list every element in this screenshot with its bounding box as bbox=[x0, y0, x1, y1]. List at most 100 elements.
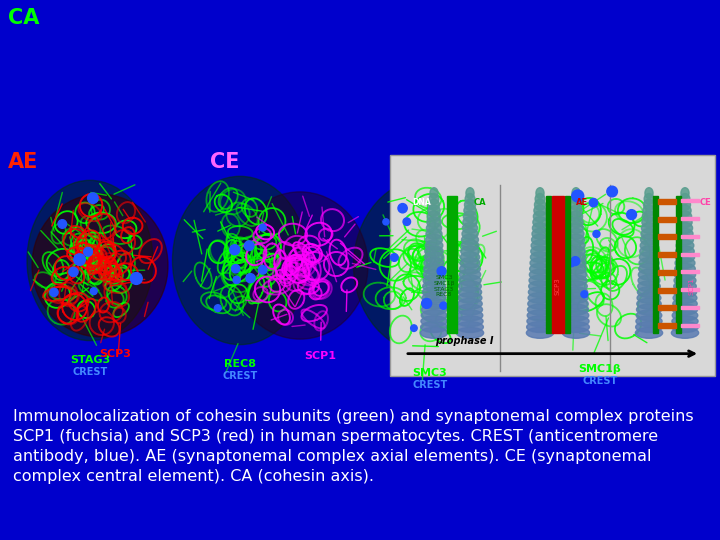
Ellipse shape bbox=[680, 193, 690, 204]
Circle shape bbox=[572, 190, 584, 202]
Circle shape bbox=[215, 305, 221, 312]
Ellipse shape bbox=[566, 264, 586, 274]
Ellipse shape bbox=[639, 269, 660, 280]
Text: DNA: DNA bbox=[413, 198, 431, 207]
Ellipse shape bbox=[459, 275, 481, 286]
Ellipse shape bbox=[534, 211, 546, 222]
Text: CA: CA bbox=[8, 8, 40, 28]
Circle shape bbox=[230, 245, 240, 255]
Ellipse shape bbox=[462, 234, 478, 245]
Ellipse shape bbox=[456, 327, 484, 338]
Circle shape bbox=[589, 199, 598, 207]
Ellipse shape bbox=[424, 252, 444, 262]
Ellipse shape bbox=[464, 199, 475, 210]
Ellipse shape bbox=[456, 322, 483, 333]
Circle shape bbox=[398, 204, 408, 213]
Ellipse shape bbox=[566, 258, 586, 268]
Ellipse shape bbox=[571, 193, 581, 204]
Ellipse shape bbox=[528, 287, 552, 298]
Ellipse shape bbox=[636, 310, 662, 321]
Ellipse shape bbox=[638, 281, 660, 292]
Ellipse shape bbox=[636, 304, 662, 315]
Ellipse shape bbox=[426, 240, 443, 251]
Text: AE: AE bbox=[8, 152, 38, 172]
Ellipse shape bbox=[637, 287, 661, 298]
Circle shape bbox=[258, 266, 267, 274]
Ellipse shape bbox=[465, 193, 475, 204]
Ellipse shape bbox=[459, 269, 481, 280]
Ellipse shape bbox=[534, 205, 546, 216]
Ellipse shape bbox=[565, 275, 587, 286]
Ellipse shape bbox=[535, 193, 545, 204]
Ellipse shape bbox=[420, 322, 447, 333]
Ellipse shape bbox=[635, 327, 662, 338]
Ellipse shape bbox=[427, 217, 441, 228]
Ellipse shape bbox=[463, 217, 477, 228]
Ellipse shape bbox=[671, 327, 698, 338]
Ellipse shape bbox=[421, 316, 447, 327]
Ellipse shape bbox=[458, 293, 482, 303]
Circle shape bbox=[58, 220, 66, 228]
Ellipse shape bbox=[677, 228, 693, 239]
Ellipse shape bbox=[568, 228, 584, 239]
Ellipse shape bbox=[570, 211, 582, 222]
Ellipse shape bbox=[32, 194, 168, 337]
Circle shape bbox=[246, 274, 255, 283]
Ellipse shape bbox=[637, 293, 661, 303]
Ellipse shape bbox=[672, 298, 697, 309]
Ellipse shape bbox=[567, 252, 585, 262]
Circle shape bbox=[569, 260, 575, 267]
Ellipse shape bbox=[457, 304, 482, 315]
Ellipse shape bbox=[462, 222, 477, 233]
Ellipse shape bbox=[458, 298, 482, 309]
Ellipse shape bbox=[423, 269, 445, 280]
Ellipse shape bbox=[676, 246, 694, 257]
Ellipse shape bbox=[672, 304, 698, 315]
Ellipse shape bbox=[565, 269, 587, 280]
Ellipse shape bbox=[533, 217, 547, 228]
Ellipse shape bbox=[421, 304, 446, 315]
Bar bbox=[681, 235, 699, 238]
Bar bbox=[565, 196, 570, 333]
Ellipse shape bbox=[674, 281, 696, 292]
Ellipse shape bbox=[430, 188, 438, 199]
Circle shape bbox=[593, 231, 600, 238]
Bar bbox=[658, 288, 676, 293]
Ellipse shape bbox=[457, 310, 483, 321]
Circle shape bbox=[233, 276, 240, 284]
Circle shape bbox=[403, 218, 410, 226]
Circle shape bbox=[422, 299, 431, 308]
Ellipse shape bbox=[526, 322, 554, 333]
Bar bbox=[658, 323, 676, 328]
Ellipse shape bbox=[173, 177, 307, 345]
Ellipse shape bbox=[568, 222, 584, 233]
Ellipse shape bbox=[532, 228, 548, 239]
Ellipse shape bbox=[428, 211, 441, 222]
Ellipse shape bbox=[459, 281, 481, 292]
Ellipse shape bbox=[423, 275, 445, 286]
Circle shape bbox=[383, 219, 389, 225]
Ellipse shape bbox=[529, 269, 551, 280]
Bar bbox=[552, 196, 564, 333]
Bar bbox=[658, 217, 676, 221]
Circle shape bbox=[437, 267, 446, 276]
Ellipse shape bbox=[675, 252, 695, 262]
Text: SCP1: SCP1 bbox=[304, 351, 336, 361]
Text: REC8: REC8 bbox=[224, 359, 256, 369]
Ellipse shape bbox=[27, 180, 153, 341]
Text: Immunolocalization of cohesin subunits (green) and synaptonemal complex proteins: Immunolocalization of cohesin subunits (… bbox=[13, 409, 693, 484]
Text: SCP3: SCP3 bbox=[555, 278, 561, 295]
Ellipse shape bbox=[462, 228, 478, 239]
Circle shape bbox=[244, 241, 254, 251]
Ellipse shape bbox=[530, 264, 550, 274]
Circle shape bbox=[607, 186, 618, 197]
FancyBboxPatch shape bbox=[390, 156, 715, 376]
Text: CA: CA bbox=[474, 198, 487, 207]
Ellipse shape bbox=[462, 240, 479, 251]
Ellipse shape bbox=[567, 240, 585, 251]
Ellipse shape bbox=[531, 252, 549, 262]
Ellipse shape bbox=[640, 240, 658, 251]
Circle shape bbox=[74, 254, 86, 265]
Ellipse shape bbox=[639, 264, 660, 274]
Ellipse shape bbox=[672, 310, 698, 321]
